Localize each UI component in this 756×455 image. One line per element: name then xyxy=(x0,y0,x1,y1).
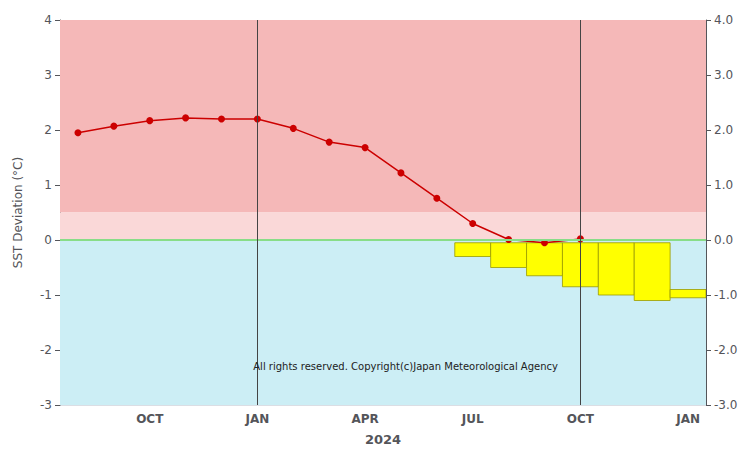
svg-text:JAN: JAN xyxy=(675,412,700,426)
svg-text:2024: 2024 xyxy=(365,432,401,447)
svg-text:All rights reserved. Copyright: All rights reserved. Copyright(c)Japan M… xyxy=(253,361,558,372)
svg-text:OCT: OCT xyxy=(136,412,164,426)
svg-text:JAN: JAN xyxy=(244,412,269,426)
svg-text:2: 2 xyxy=(44,123,52,137)
svg-text:1.0: 1.0 xyxy=(714,178,733,192)
svg-text:2.0: 2.0 xyxy=(714,123,733,137)
svg-text:-3: -3 xyxy=(40,398,52,412)
svg-text:APR: APR xyxy=(351,412,378,426)
svg-text:-2: -2 xyxy=(40,343,52,357)
svg-text:4: 4 xyxy=(44,13,52,27)
svg-text:3.0: 3.0 xyxy=(714,68,733,82)
svg-text:-1.0: -1.0 xyxy=(714,288,737,302)
svg-text:4.0: 4.0 xyxy=(714,13,733,27)
svg-text:0.0: 0.0 xyxy=(714,233,733,247)
svg-text:-3.0: -3.0 xyxy=(714,398,737,412)
svg-text:0: 0 xyxy=(44,233,52,247)
svg-text:-1: -1 xyxy=(40,288,52,302)
svg-text:JUL: JUL xyxy=(461,412,484,426)
svg-text:OCT: OCT xyxy=(567,412,595,426)
svg-text:-2.0: -2.0 xyxy=(714,343,737,357)
svg-text:1: 1 xyxy=(44,178,52,192)
svg-text:SST Deviation (°C): SST Deviation (°C) xyxy=(11,157,25,268)
svg-text:3: 3 xyxy=(44,68,52,82)
